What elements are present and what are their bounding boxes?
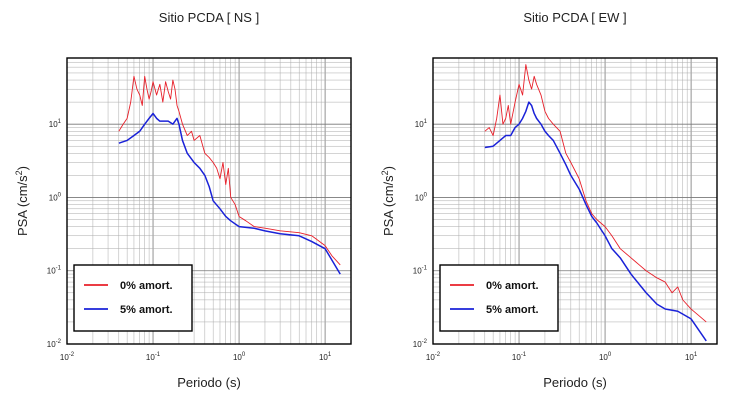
legend: 0% amort. 5% amort. (439, 264, 559, 332)
series-line-damped (484, 101, 707, 342)
y-tick-label: 10-1 (413, 266, 428, 276)
series-line-undamped (484, 64, 707, 323)
chart-title: Sitio PCDA [ NS ] (159, 10, 259, 25)
x-tick-label: 10-2 (60, 352, 75, 362)
y-axis-label: PSA (cm/s2) (14, 166, 30, 236)
legend-box (73, 264, 193, 332)
x-tick-label: 101 (319, 352, 332, 362)
legend-label: 5% amort. (486, 304, 539, 316)
legend-label: 5% amort. (120, 304, 173, 316)
x-tick-label: 10-2 (426, 352, 441, 362)
y-tick-label: 101 (415, 119, 428, 129)
x-tick-label: 101 (685, 352, 698, 362)
y-tick-label: 101 (49, 119, 62, 129)
plot-frame (432, 57, 718, 345)
chart-panel-1: 10-2 10-1 100 101 10-2 10-1 100 101 Sitio PCDA [… (14, 10, 352, 390)
x-tick-label: 100 (233, 352, 246, 362)
series-line-damped (118, 112, 341, 275)
x-tick-label: 100 (599, 352, 612, 362)
grid (66, 57, 352, 345)
legend-box (439, 264, 559, 332)
y-tick-label: 100 (415, 192, 428, 202)
x-tick-label: 10-1 (512, 352, 527, 362)
y-tick-label: 10-1 (47, 266, 62, 276)
chart-title: Sitio PCDA [ EW ] (523, 10, 626, 25)
chart-panel-2: 10-2 10-1 100 101 10-2 10-1 100 101 Sitio PCDA [… (380, 10, 718, 390)
x-axis-label: Periodo (s) (177, 375, 241, 390)
x-axis-label: Periodo (s) (543, 375, 607, 390)
x-tick-label: 10-1 (146, 352, 161, 362)
y-tick-label: 10-2 (47, 339, 62, 349)
plot-frame (66, 57, 352, 345)
y-axis-label: PSA (cm/s2) (380, 166, 396, 236)
legend: 0% amort. 5% amort. (73, 264, 193, 332)
legend-label: 0% amort. (120, 280, 173, 292)
y-tick-label: 100 (49, 192, 62, 202)
y-tick-label: 10-2 (413, 339, 428, 349)
series-line-undamped (118, 75, 341, 266)
legend-label: 0% amort. (486, 280, 539, 292)
